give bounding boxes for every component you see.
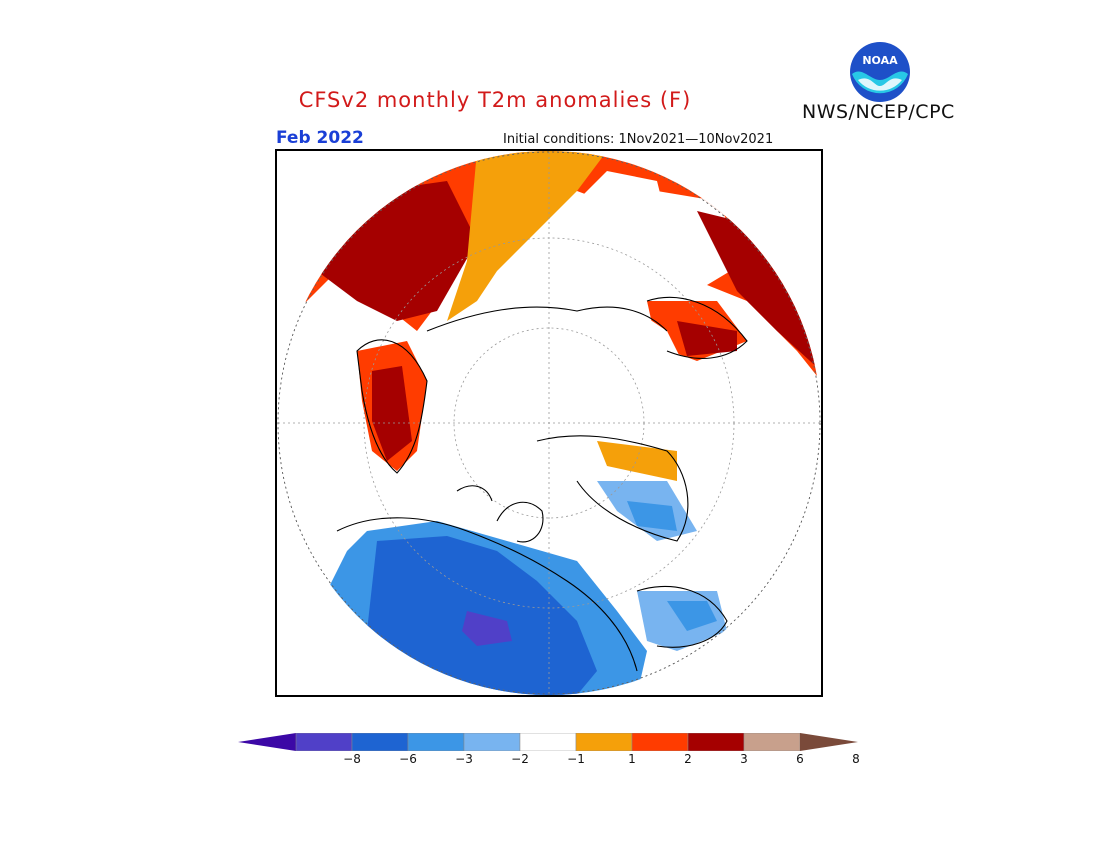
colorbar-swatch: [463, 732, 521, 752]
initial-conditions: Initial conditions: 1Nov2021—10Nov2021: [503, 132, 774, 147]
colorbar-swatch: [687, 732, 745, 752]
colorbar-swatch: [575, 732, 633, 752]
colorbar-tick-label: −2: [511, 752, 529, 766]
colorbar-tick-label: −8: [343, 752, 361, 766]
polar-map: [275, 149, 823, 697]
colorbar-tick-label: 3: [740, 752, 748, 766]
colorbar-tick-label: −1: [567, 752, 585, 766]
colorbar-swatch: [519, 732, 577, 752]
colorbar-tick-label: −6: [399, 752, 417, 766]
colorbar-swatch: [407, 732, 465, 752]
colorbar-tick-label: 2: [684, 752, 692, 766]
agency-label: NWS/NCEP/CPC: [802, 101, 955, 123]
colorbar-under-arrow: [238, 733, 296, 751]
map-title: CFSv2 monthly T2m anomalies (F): [298, 88, 692, 112]
colorbar-over-arrow: [800, 733, 858, 751]
valid-month: Feb 2022: [276, 128, 364, 148]
anomaly-field: [277, 151, 821, 695]
colorbar-swatch: [351, 732, 409, 752]
colorbar-tick-label: 6: [796, 752, 804, 766]
colorbar-swatch: [743, 732, 801, 752]
colorbar-tick-label: 1: [628, 752, 636, 766]
colorbar: [238, 732, 862, 773]
coastlines: [336, 296, 748, 672]
noaa-logo-icon: NOAA: [848, 40, 912, 104]
noaa-logo-text: NOAA: [862, 54, 898, 67]
colorbar-swatch: [295, 732, 353, 752]
colorbar-tick-label: 8: [852, 752, 860, 766]
colorbar-swatch: [631, 732, 689, 752]
colorbar-tick-label: −3: [455, 752, 473, 766]
